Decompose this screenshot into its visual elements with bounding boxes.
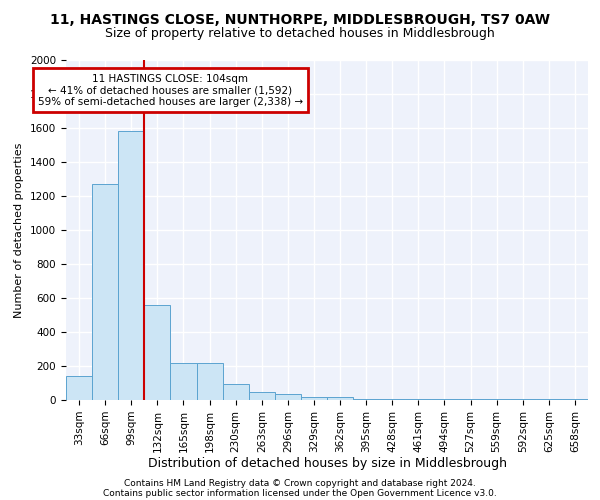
- Bar: [223, 384, 249, 400]
- Text: Contains HM Land Registry data © Crown copyright and database right 2024.: Contains HM Land Registry data © Crown c…: [124, 478, 476, 488]
- Bar: [249, 392, 275, 400]
- Bar: [66, 376, 92, 400]
- X-axis label: Distribution of detached houses by size in Middlesbrough: Distribution of detached houses by size …: [148, 458, 506, 470]
- Bar: [145, 305, 170, 400]
- Text: 11 HASTINGS CLOSE: 104sqm
← 41% of detached houses are smaller (1,592)
59% of se: 11 HASTINGS CLOSE: 104sqm ← 41% of detac…: [38, 74, 303, 107]
- Text: Contains public sector information licensed under the Open Government Licence v3: Contains public sector information licen…: [103, 488, 497, 498]
- Bar: [301, 396, 327, 400]
- Bar: [353, 399, 379, 400]
- Bar: [275, 394, 301, 400]
- Bar: [170, 362, 197, 400]
- Text: Size of property relative to detached houses in Middlesbrough: Size of property relative to detached ho…: [105, 28, 495, 40]
- Bar: [197, 362, 223, 400]
- Bar: [327, 398, 353, 400]
- Y-axis label: Number of detached properties: Number of detached properties: [14, 142, 25, 318]
- Text: 11, HASTINGS CLOSE, NUNTHORPE, MIDDLESBROUGH, TS7 0AW: 11, HASTINGS CLOSE, NUNTHORPE, MIDDLESBR…: [50, 12, 550, 26]
- Bar: [379, 399, 406, 400]
- Bar: [92, 184, 118, 400]
- Bar: [118, 132, 145, 400]
